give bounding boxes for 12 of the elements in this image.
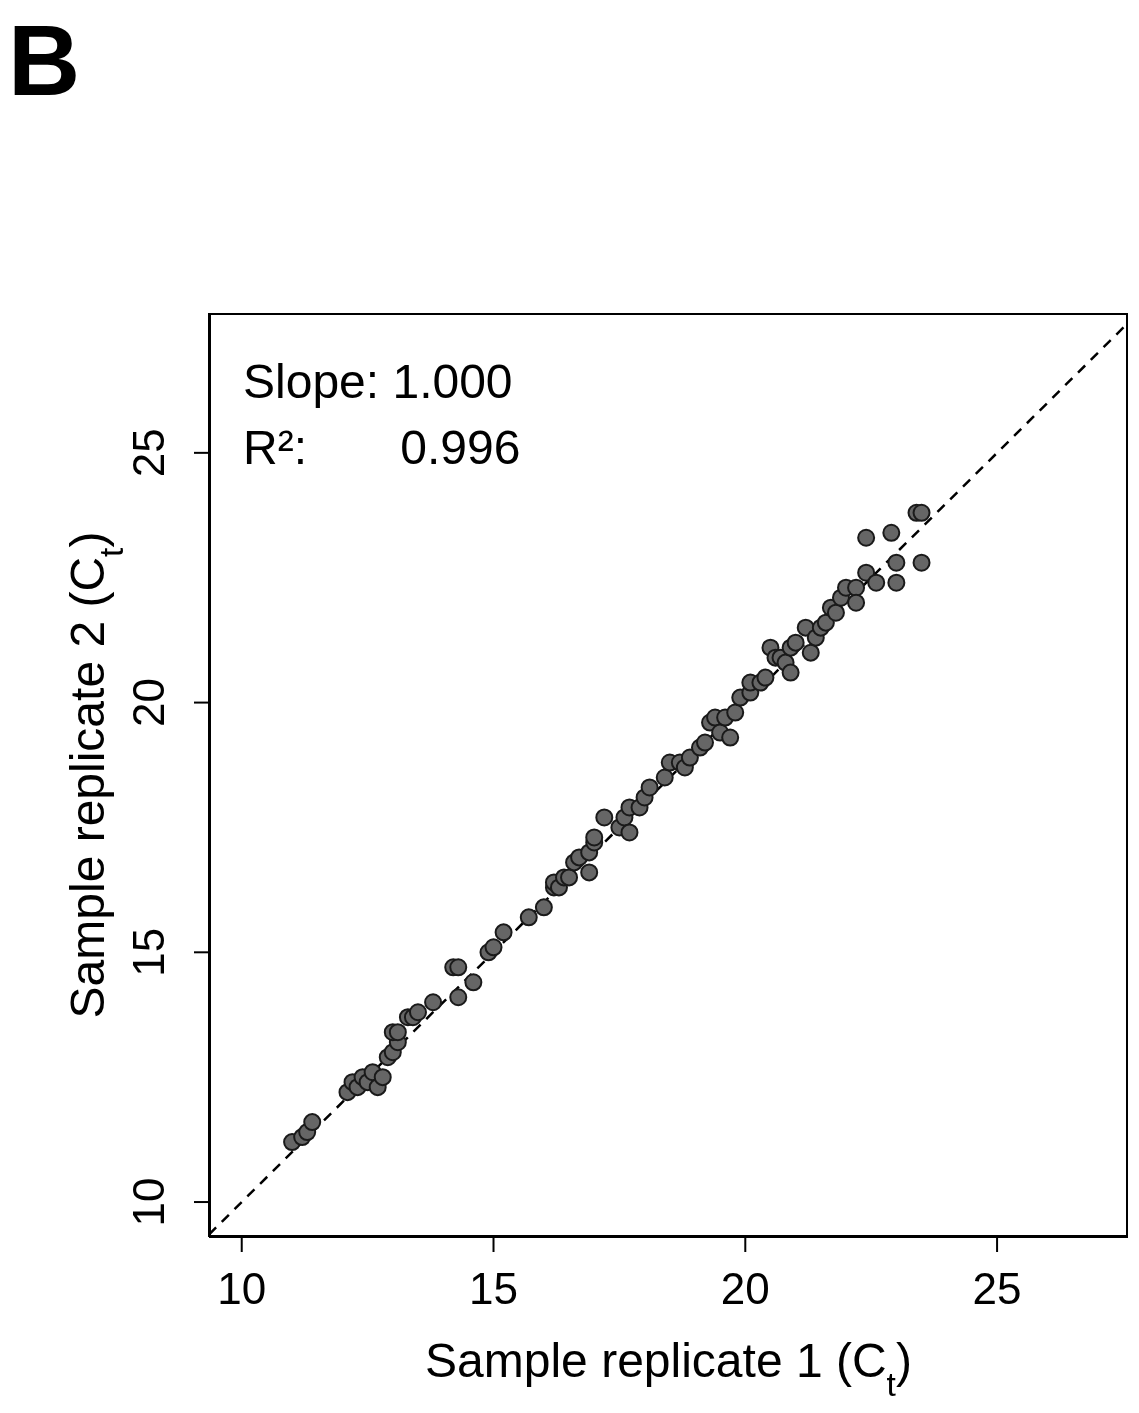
- annotation: Slope: 1.000: [243, 355, 513, 408]
- y-tick-label: 25: [124, 428, 173, 478]
- x-axis-title: Sample replicate 1 (C$_{t}$): [425, 1334, 912, 1403]
- annotation: R²: 0.996: [243, 421, 521, 474]
- x-tick-label: 20: [720, 1264, 770, 1313]
- y-tick-label: 15: [124, 927, 173, 977]
- y-tick-label: 10: [124, 1177, 173, 1227]
- x-tick-label: 15: [469, 1264, 518, 1313]
- x-tick-label: 10: [217, 1264, 267, 1313]
- text: B: [8, 4, 81, 116]
- y-tick-label: 20: [124, 678, 173, 728]
- x-tick-label: 25: [972, 1264, 1022, 1313]
